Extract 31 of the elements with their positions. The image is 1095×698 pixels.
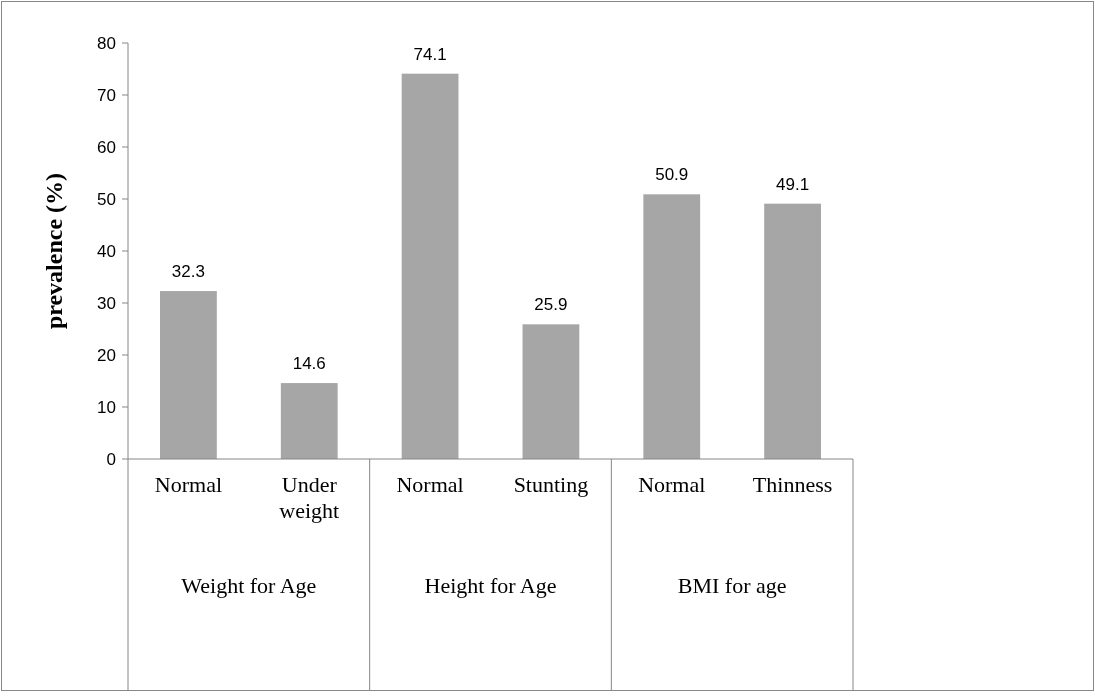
- y-tick-label: 10: [97, 397, 116, 417]
- bar: [522, 324, 580, 459]
- y-axis-title: prevalence (%): [41, 172, 67, 330]
- x-tick-label: Normal: [154, 472, 223, 497]
- x-tick-label: Normal: [396, 472, 464, 497]
- data-label: 49.1: [776, 174, 810, 194]
- y-tick-label: 30: [97, 293, 116, 313]
- y-tick-label: 20: [97, 345, 116, 365]
- bar: [643, 194, 701, 459]
- y-tick-label: 50: [97, 189, 116, 209]
- text: Height for Age: [424, 573, 557, 598]
- data-label: 50.9: [655, 165, 689, 185]
- x-tick-label: Under weight: [279, 472, 340, 523]
- x-tick-label: Stunting: [513, 472, 589, 497]
- y-tick-label: 80: [97, 33, 116, 53]
- y-tick-label: 0: [106, 449, 116, 469]
- bar: [280, 383, 338, 459]
- data-label: 32.3: [171, 262, 205, 282]
- data-label: 14.6: [292, 354, 326, 374]
- y-tick-label: 70: [97, 85, 116, 105]
- text: BMI for age: [677, 573, 787, 598]
- data-label: 25.9: [534, 295, 568, 315]
- y-tick-label: 40: [97, 241, 116, 261]
- bar: [401, 73, 459, 459]
- bar: [160, 291, 217, 459]
- bar: [764, 203, 821, 459]
- data-label: 74.1: [413, 44, 447, 64]
- x-tick-label: Normal: [638, 472, 706, 497]
- y-tick-label: 60: [97, 137, 116, 157]
- x-tick-label: Thinness: [752, 472, 833, 497]
- text: Weight for Age: [181, 573, 317, 598]
